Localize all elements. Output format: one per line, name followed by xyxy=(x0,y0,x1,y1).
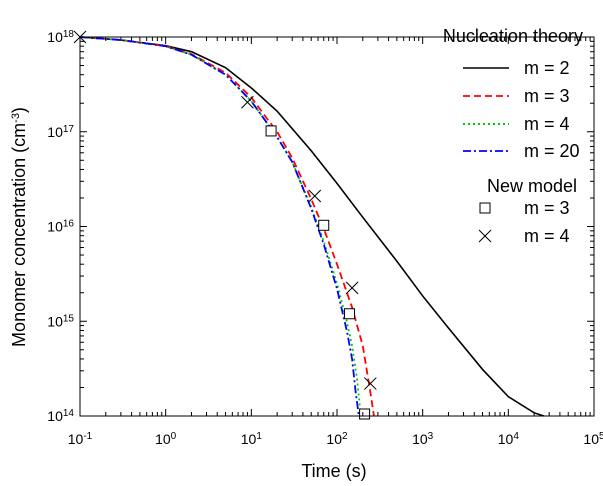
y-tick-label: 1014 xyxy=(47,408,74,425)
legend-swatch-square xyxy=(479,202,491,214)
legend-label-new-m3: m = 3 xyxy=(524,198,570,218)
marker-cross xyxy=(363,377,377,390)
legend-label-m4: m = 4 xyxy=(524,114,570,134)
legend-title-nucleation-theory: Nucleation theory xyxy=(443,26,583,46)
x-tick-label: 105 xyxy=(583,431,603,448)
y-axis-label: Monomer concentration (cm-3) xyxy=(9,107,29,347)
x-tick-labels: 10-1 100 101 102 103 104 105 xyxy=(68,431,603,448)
y-tick-label: 1018 xyxy=(47,29,74,46)
series-line-m-4 xyxy=(79,36,362,417)
marker-cross xyxy=(241,95,254,109)
marker-square xyxy=(359,408,371,420)
x-tick-label: 102 xyxy=(326,431,348,448)
y-tick-labels: 1014 1015 1016 1017 1018 xyxy=(47,29,74,425)
series-line-m-20 xyxy=(79,36,360,417)
x-tick-label: 100 xyxy=(155,431,177,448)
marker-square xyxy=(318,219,330,231)
legend-label-new-m4: m = 4 xyxy=(524,226,570,246)
x-tick-label: 103 xyxy=(412,431,434,448)
x-tick-label: 10-1 xyxy=(68,431,93,448)
y-tick-label: 1015 xyxy=(47,313,74,330)
legend-swatch-cross xyxy=(478,229,492,243)
y-tick-label: 1016 xyxy=(47,218,74,235)
legend-title-new-model: New model xyxy=(487,176,577,196)
legend-label-m3: m = 3 xyxy=(524,86,570,106)
series-line-m-3 xyxy=(79,36,375,417)
marker-cross xyxy=(308,189,322,203)
legend: Nucleation theory m = 2 m = 3 m = 4 m = … xyxy=(443,26,583,246)
x-tick-label: 104 xyxy=(498,431,520,448)
marker-cross xyxy=(345,281,359,295)
marker-square xyxy=(265,125,277,137)
legend-label-m2: m = 2 xyxy=(524,58,570,78)
legend-label-m20: m = 20 xyxy=(524,141,580,161)
plot-lines xyxy=(79,36,545,417)
x-tick-label: 101 xyxy=(241,431,263,448)
marker-square xyxy=(344,308,356,320)
plot-markers xyxy=(73,30,377,420)
y-tick-label: 1017 xyxy=(47,123,74,140)
x-axis-label: Time (s) xyxy=(301,461,366,481)
plot-frame xyxy=(79,36,595,417)
series-line-m-2 xyxy=(79,36,545,417)
axis-ticks xyxy=(79,36,595,417)
